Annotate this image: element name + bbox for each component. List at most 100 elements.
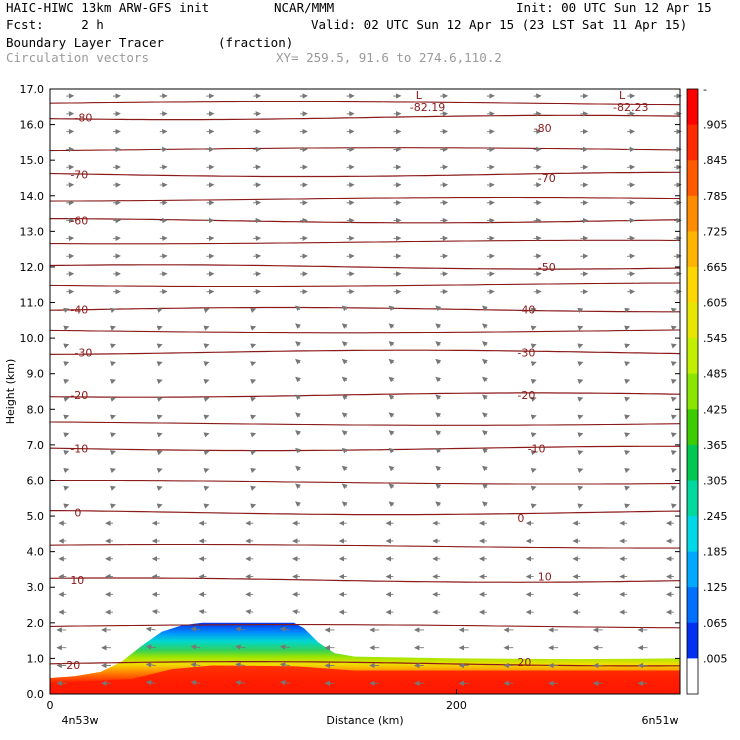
circulation-vector [482,394,488,401]
circulation-vector [250,325,257,331]
circulation-vector [295,305,301,312]
circulation-vector [624,378,631,385]
colorbar-label: .725 [703,225,728,238]
circulation-vector [388,447,395,454]
circulation-vector [482,447,488,454]
y-tick-label: 6.0 [27,474,45,487]
isotherm-label: -30 [517,346,535,359]
circulation-vector [530,450,537,456]
isotherm-label: -40 [517,304,535,317]
circulation-vector [388,323,395,329]
colorbar-label: .905 [703,119,728,132]
circulation-vector [295,465,301,472]
colorbar-label: .005 [703,652,728,665]
circulation-vector [388,305,395,312]
circulation-vector [577,379,584,385]
circulation-vector [388,483,395,490]
circulation-vector [295,341,301,347]
circulation-vector [482,305,488,312]
circulation-vector [670,432,677,438]
circulation-vector [577,432,584,438]
colorbar-label: .665 [703,261,728,274]
isotherm-label: 0 [517,512,524,525]
isotherm-label: -60 [70,215,88,228]
circulation-vector [235,662,246,668]
circulation-vector [435,465,442,472]
isotherm-label: -80 [534,122,552,135]
circulation-vector [109,467,116,474]
circulation-vector [250,379,257,385]
circulation-vector [435,323,442,329]
circulation-vector [156,467,163,474]
colorbar-swatch [687,587,698,624]
circulation-vector [341,358,348,365]
circulation-vector [624,467,631,474]
circulation-vector [63,307,70,313]
colorbar-label: .425 [703,403,728,416]
y-tick-label: 11.0 [20,297,45,310]
circulation-vector [670,450,677,456]
circulation-vector [279,679,290,686]
circulation-vector [279,644,290,650]
circulation-vector [198,609,207,615]
circulation-vector [109,379,116,385]
isotherm-line [49,445,680,452]
circulation-vector [156,432,163,438]
circulation-vector [109,343,116,349]
isotherm-line [49,147,681,152]
circulation-vector [109,450,116,456]
circulation-vector [203,379,210,385]
circulation-vector [109,414,116,420]
circulation-vector [295,358,301,365]
x-tick-label: 200 [446,699,467,712]
circulation-vector [624,325,631,331]
circulation-vector [156,361,163,367]
circulation-vector [203,325,210,331]
circulation-vector [670,379,677,385]
circulation-vector [577,343,584,349]
circulation-vector [530,307,537,313]
x-tick-label: 0 [47,699,54,712]
circulation-vector [577,414,584,420]
circulation-vector [63,485,70,491]
circulation-vector [156,307,163,313]
colorbar-swatch [687,409,698,446]
tracer-core [50,665,680,694]
circulation-vector [145,644,156,650]
circulation-vector [145,626,156,632]
circulation-vector [203,503,210,509]
circulation-vector [530,467,537,474]
circulation-vector [670,325,677,331]
circulation-vector [530,485,537,491]
x-endpoint-left: 4n53w [62,714,99,727]
circulation-vector [530,432,537,438]
isotherm-line [49,543,680,549]
circulation-vector [435,501,442,507]
isotherm-label: -70 [70,168,88,181]
isotherm-line [49,624,681,629]
colorbar-label: - [703,83,707,96]
circulation-vector [388,358,395,365]
circulation-vector [624,432,631,438]
circulation-vector [435,305,442,312]
init-time: Init: 00 UTC Sun 12 Apr 15 [516,0,712,15]
circulation-vector [203,361,210,367]
circulation-vector [435,341,442,347]
circulation-vector [63,361,70,367]
y-tick-label: 14.0 [20,190,45,203]
circulation-vector [250,343,257,349]
plot-area [50,89,680,694]
circulation-vector [482,376,488,383]
low-marker: L [416,89,423,102]
isotherm-line [49,100,681,106]
circulation-vector [388,501,395,507]
circulation-vector [235,679,246,686]
colorbar-swatch [687,160,698,197]
colorbar-swatch [687,89,698,126]
circulation-vector [156,450,163,456]
colorbar-swatch [687,266,698,303]
isotherm-label: -10 [70,442,88,455]
y-tick-label: 17.0 [20,83,45,96]
isotherm-line [50,510,681,516]
